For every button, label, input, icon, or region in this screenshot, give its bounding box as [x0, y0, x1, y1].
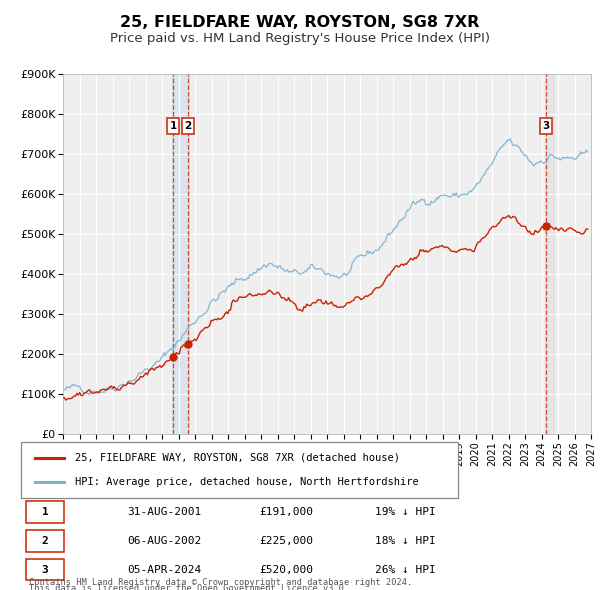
- Text: HPI: Average price, detached house, North Hertfordshire: HPI: Average price, detached house, Nort…: [76, 477, 419, 487]
- Text: Price paid vs. HM Land Registry's House Price Index (HPI): Price paid vs. HM Land Registry's House …: [110, 32, 490, 45]
- Text: 05-APR-2024: 05-APR-2024: [127, 565, 202, 575]
- Text: 3: 3: [42, 565, 49, 575]
- Bar: [172, 74, 189, 434]
- FancyBboxPatch shape: [20, 442, 458, 498]
- Text: 25, FIELDFARE WAY, ROYSTON, SG8 7XR: 25, FIELDFARE WAY, ROYSTON, SG8 7XR: [121, 15, 479, 30]
- Text: 18% ↓ HPI: 18% ↓ HPI: [375, 536, 436, 546]
- Text: 1: 1: [42, 507, 49, 517]
- Text: 26% ↓ HPI: 26% ↓ HPI: [375, 565, 436, 575]
- Text: 19% ↓ HPI: 19% ↓ HPI: [375, 507, 436, 517]
- Bar: [545, 74, 554, 434]
- Text: 1: 1: [169, 121, 176, 131]
- Text: This data is licensed under the Open Government Licence v3.0.: This data is licensed under the Open Gov…: [29, 584, 350, 590]
- Text: Contains HM Land Registry data © Crown copyright and database right 2024.: Contains HM Land Registry data © Crown c…: [29, 578, 413, 586]
- Text: 2: 2: [184, 121, 192, 131]
- Text: 06-AUG-2002: 06-AUG-2002: [127, 536, 202, 546]
- Text: £225,000: £225,000: [260, 536, 314, 546]
- FancyBboxPatch shape: [26, 530, 64, 552]
- Text: 3: 3: [542, 121, 550, 131]
- Text: 31-AUG-2001: 31-AUG-2001: [127, 507, 202, 517]
- FancyBboxPatch shape: [26, 501, 64, 523]
- Text: £191,000: £191,000: [260, 507, 314, 517]
- Text: 25, FIELDFARE WAY, ROYSTON, SG8 7XR (detached house): 25, FIELDFARE WAY, ROYSTON, SG8 7XR (det…: [76, 453, 400, 463]
- FancyBboxPatch shape: [26, 559, 64, 581]
- Text: 2: 2: [42, 536, 49, 546]
- Text: £520,000: £520,000: [260, 565, 314, 575]
